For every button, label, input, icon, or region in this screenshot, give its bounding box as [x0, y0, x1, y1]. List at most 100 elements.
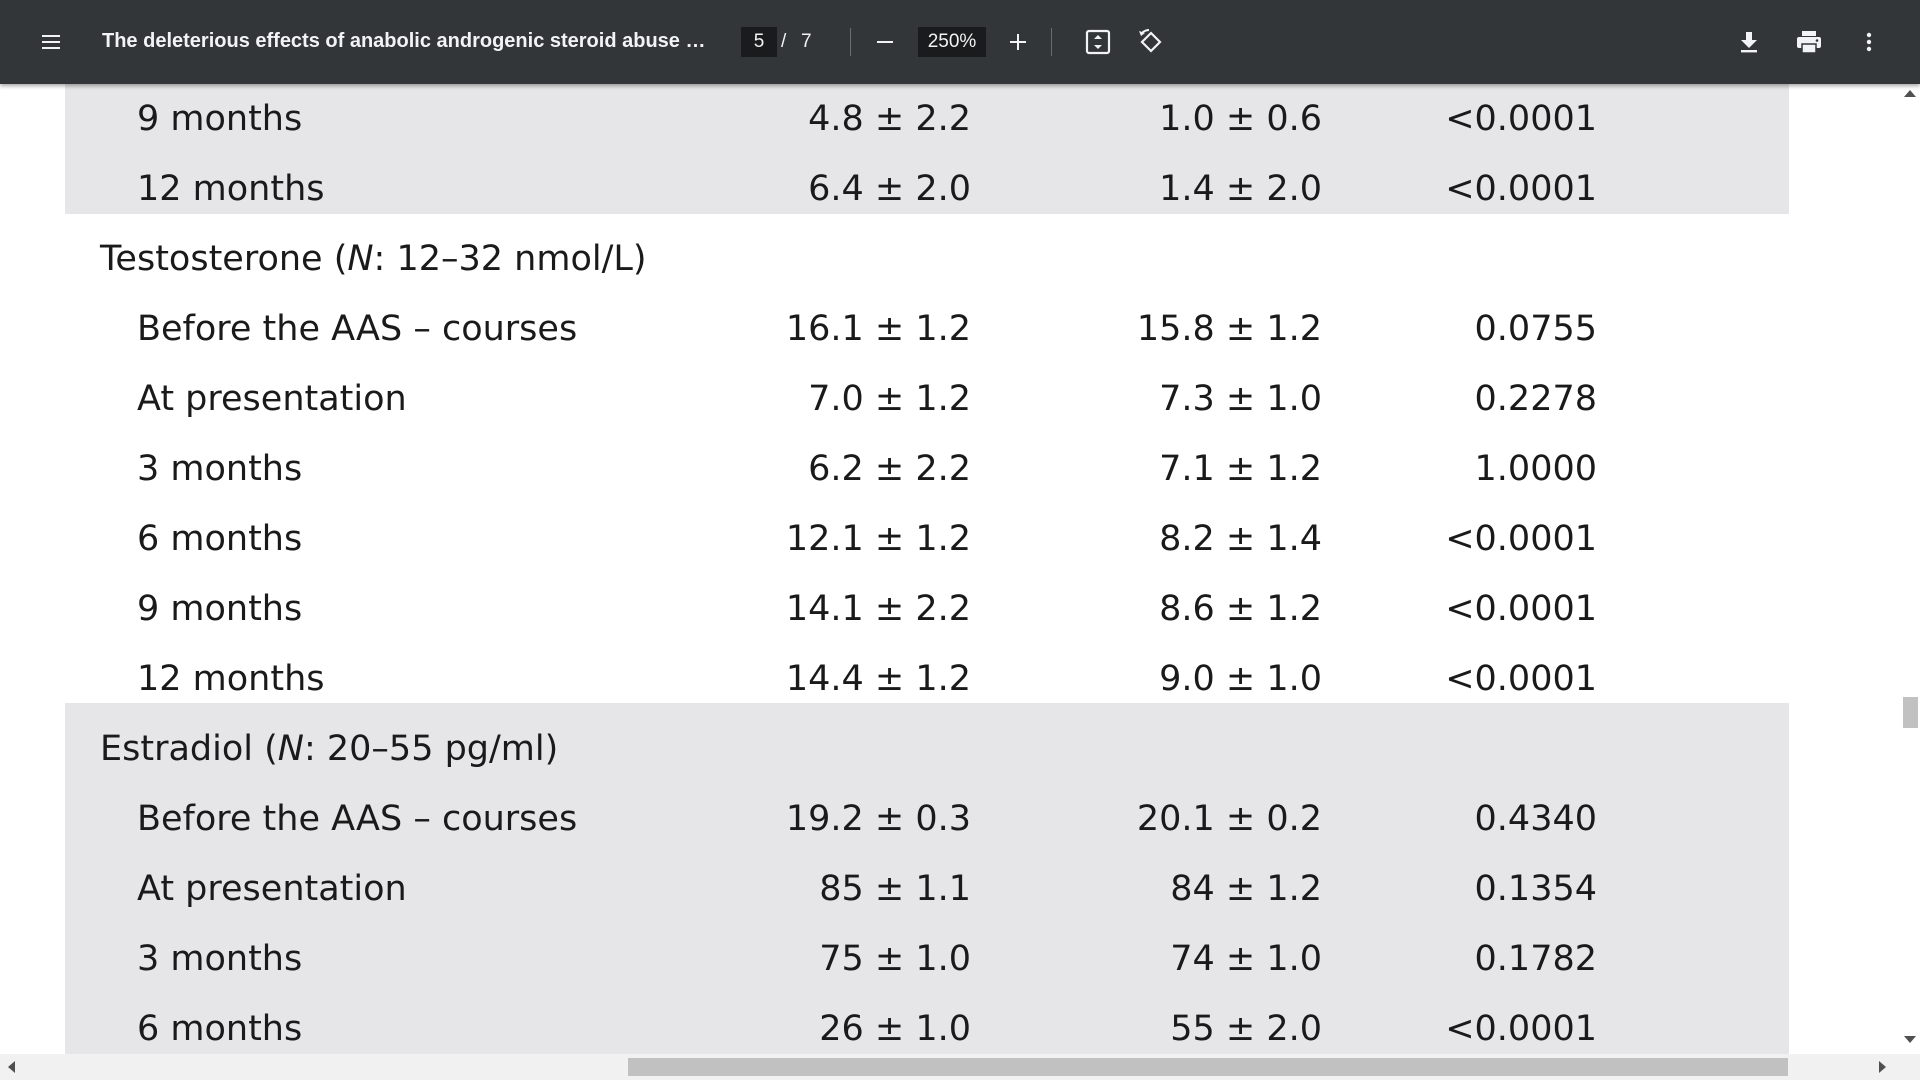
- p-value: 0.4340: [1474, 799, 1597, 839]
- pdf-page: 9 months 4.8 ± 2.2 1.0 ± 0.6 <0.0001 12 mont…: [0, 84, 1900, 1054]
- download-button[interactable]: [1725, 18, 1773, 66]
- value-group-1: 7.0 ± 1.2: [808, 379, 971, 419]
- more-options-button[interactable]: [1845, 18, 1893, 66]
- row-label: 6 months: [137, 1009, 303, 1049]
- table-row: Before the AAS – courses 16.1 ± 1.2 15.8 ±…: [65, 294, 1789, 364]
- value-group-1: 6.2 ± 2.2: [808, 449, 971, 489]
- row-label: Before the AAS – courses: [137, 799, 578, 839]
- scroll-down-arrow-icon[interactable]: [1904, 1036, 1916, 1043]
- row-label: 9 months: [137, 99, 303, 139]
- row-label: 9 months: [137, 589, 303, 629]
- table-row: 3 months 75 ± 1.0 74 ± 1.0 0.1782: [65, 924, 1789, 994]
- group-heading-suffix: : 20–55 pg/ml): [303, 729, 559, 769]
- value-group-2: 1.4 ± 2.0: [1159, 169, 1322, 209]
- print-button[interactable]: [1785, 18, 1833, 66]
- row-label: 3 months: [137, 939, 303, 979]
- table-band: [65, 703, 1789, 1054]
- value-group-2: 55 ± 2.0: [1170, 1009, 1322, 1049]
- document-title: The deleterious effects of anabolic andr…: [102, 30, 712, 52]
- value-group-2: 7.1 ± 1.2: [1159, 449, 1322, 489]
- zoom-level-input[interactable]: [918, 27, 986, 57]
- p-value: 0.1782: [1474, 939, 1597, 979]
- p-value: 0.0755: [1474, 309, 1597, 349]
- value-group-1: 14.1 ± 2.2: [785, 589, 971, 629]
- value-group-2: 15.8 ± 1.2: [1136, 309, 1322, 349]
- document-viewer[interactable]: 9 months 4.8 ± 2.2 1.0 ± 0.6 <0.0001 12 mont…: [0, 84, 1900, 1054]
- group-heading-italic: N: [277, 729, 304, 769]
- horizontal-scroll-thumb[interactable]: [628, 1058, 1788, 1076]
- menu-icon: [42, 35, 60, 49]
- table-band: [65, 84, 1789, 214]
- group-heading-italic: N: [347, 239, 374, 279]
- value-group-2: 8.2 ± 1.4: [1159, 519, 1322, 559]
- group-heading-label: Testosterone (N: 12–32 nmol/L): [100, 224, 647, 294]
- table-row: 12 months 6.4 ± 2.0 1.4 ± 2.0 <0.0001: [65, 154, 1789, 224]
- value-group-2: 9.0 ± 1.0: [1159, 659, 1322, 699]
- rotate-icon: [1139, 29, 1162, 53]
- row-label: 3 months: [137, 449, 303, 489]
- table-row: Before the AAS – courses 19.2 ± 0.3 20.1 ±…: [65, 784, 1789, 854]
- toolbar-divider: [850, 28, 851, 56]
- value-group-2: 84 ± 1.2: [1170, 869, 1322, 909]
- menu-button[interactable]: [27, 18, 75, 66]
- p-value: <0.0001: [1445, 99, 1597, 139]
- value-group-2: 7.3 ± 1.0: [1159, 379, 1322, 419]
- p-value: <0.0001: [1445, 169, 1597, 209]
- p-value: 0.1354: [1474, 869, 1597, 909]
- value-group-1: 4.8 ± 2.2: [808, 99, 971, 139]
- download-icon: [1741, 32, 1757, 53]
- p-value: 1.0000: [1474, 449, 1597, 489]
- group-heading-prefix: Testosterone (: [100, 239, 348, 279]
- value-group-1: 85 ± 1.1: [819, 869, 971, 909]
- scroll-right-arrow-icon[interactable]: [1879, 1061, 1886, 1073]
- value-group-1: 26 ± 1.0: [819, 1009, 971, 1049]
- p-value: <0.0001: [1445, 519, 1597, 559]
- value-group-2: 1.0 ± 0.6: [1159, 99, 1322, 139]
- table-group-heading: Testosterone (N: 12–32 nmol/L): [65, 224, 1789, 294]
- value-group-1: 14.4 ± 1.2: [785, 659, 971, 699]
- scroll-left-arrow-icon[interactable]: [8, 1061, 15, 1073]
- minus-icon: [877, 41, 893, 43]
- print-icon: [1797, 31, 1821, 54]
- value-group-1: 12.1 ± 1.2: [785, 519, 971, 559]
- value-group-1: 16.1 ± 1.2: [785, 309, 971, 349]
- page-number-input[interactable]: [741, 27, 777, 57]
- rotate-button[interactable]: [1127, 18, 1175, 66]
- vertical-scrollbar[interactable]: [1900, 84, 1920, 1054]
- fit-to-page-icon: [1085, 29, 1111, 55]
- table-row: 6 months 26 ± 1.0 55 ± 2.0 <0.0001: [65, 994, 1789, 1054]
- row-label: At presentation: [137, 379, 407, 419]
- table-row: 6 months 12.1 ± 1.2 8.2 ± 1.4 <0.0001: [65, 504, 1789, 574]
- row-label: 12 months: [137, 659, 325, 699]
- group-heading-prefix: Estradiol (: [100, 729, 278, 769]
- value-group-2: 74 ± 1.0: [1170, 939, 1322, 979]
- p-value: <0.0001: [1445, 1009, 1597, 1049]
- table-row: 9 months 4.8 ± 2.2 1.0 ± 0.6 <0.0001: [65, 84, 1789, 154]
- row-label: 6 months: [137, 519, 303, 559]
- plus-icon: [1010, 34, 1026, 50]
- page-separator: /: [781, 31, 787, 52]
- p-value: 0.2278: [1474, 379, 1597, 419]
- vertical-scroll-thumb[interactable]: [1903, 697, 1918, 728]
- p-value: <0.0001: [1445, 589, 1597, 629]
- row-label: 12 months: [137, 169, 325, 209]
- table-row: At presentation 7.0 ± 1.2 7.3 ± 1.0 0.2278: [65, 364, 1789, 434]
- value-group-1: 75 ± 1.0: [819, 939, 971, 979]
- row-label: Before the AAS – courses: [137, 309, 578, 349]
- table-row: 12 months 14.4 ± 1.2 9.0 ± 1.0 <0.0001: [65, 644, 1789, 714]
- more-vertical-icon: [1866, 32, 1872, 52]
- toolbar-divider: [1051, 28, 1052, 56]
- value-group-2: 20.1 ± 0.2: [1136, 799, 1322, 839]
- scroll-up-arrow-icon[interactable]: [1904, 90, 1916, 97]
- table-group-heading: Estradiol (N: 20–55 pg/ml): [65, 714, 1789, 784]
- zoom-in-button[interactable]: [994, 18, 1042, 66]
- zoom-out-button[interactable]: [861, 18, 909, 66]
- p-value: <0.0001: [1445, 659, 1597, 699]
- fit-to-page-button[interactable]: [1074, 18, 1122, 66]
- table-row: 9 months 14.1 ± 2.2 8.6 ± 1.2 <0.0001: [65, 574, 1789, 644]
- total-pages: 7: [801, 31, 812, 52]
- table-row: 3 months 6.2 ± 2.2 7.1 ± 1.2 1.0000: [65, 434, 1789, 504]
- value-group-1: 6.4 ± 2.0: [808, 169, 971, 209]
- horizontal-scrollbar[interactable]: [0, 1054, 1920, 1080]
- row-label: At presentation: [137, 869, 407, 909]
